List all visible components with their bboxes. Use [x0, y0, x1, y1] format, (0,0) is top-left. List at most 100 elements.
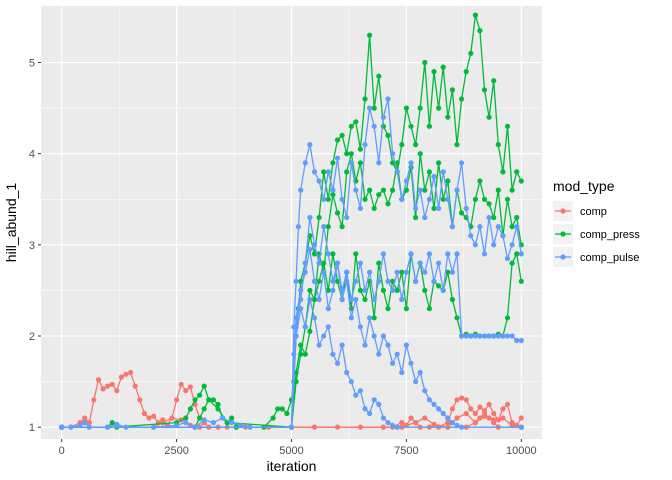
data-point-comp_pulse — [220, 415, 226, 421]
data-point-comp — [504, 401, 511, 407]
data-point-comp_pulse — [362, 342, 368, 348]
data-point-comp_pulse — [454, 187, 460, 193]
data-point-comp — [123, 371, 129, 377]
data-point-comp_press — [449, 296, 455, 303]
data-point-comp_pulse — [339, 296, 345, 303]
data-point-comp_pulse — [357, 388, 363, 394]
legend-key-point — [560, 231, 566, 237]
data-point-comp_pulse — [183, 420, 189, 426]
x-axis-title: iteration — [267, 458, 317, 474]
data-point-comp — [91, 397, 97, 403]
data-point-comp_press — [390, 160, 396, 166]
data-point-comp_press — [210, 397, 216, 403]
data-point-comp_pulse — [311, 169, 318, 175]
data-point-comp_pulse — [390, 287, 396, 293]
y-tick-label: 2 — [29, 331, 35, 343]
data-point-comp_press — [334, 278, 341, 284]
data-point-comp_press — [514, 214, 520, 221]
y-axis-title: hill_abund_1 — [3, 183, 19, 263]
data-point-comp_pulse — [321, 196, 327, 202]
data-point-comp_press — [302, 351, 308, 357]
data-point-comp_pulse — [344, 214, 350, 221]
data-point-comp_press — [371, 105, 377, 111]
data-point-comp_pulse — [495, 333, 501, 339]
data-point-comp_pulse — [59, 424, 65, 430]
data-point-comp — [491, 420, 497, 426]
data-point-comp_pulse — [316, 260, 322, 266]
data-point-comp_pulse — [486, 333, 492, 339]
data-point-comp_press — [307, 328, 313, 334]
data-point-comp_pulse — [422, 388, 428, 394]
data-point-comp_press — [362, 96, 368, 102]
data-point-comp_press — [445, 269, 451, 275]
data-point-comp_pulse — [330, 351, 336, 357]
data-point-comp — [82, 415, 88, 421]
data-point-comp_press — [477, 178, 483, 184]
data-point-comp_press — [408, 123, 414, 129]
data-point-comp_press — [215, 401, 221, 407]
data-point-comp_press — [376, 260, 382, 266]
data-point-comp_press — [468, 50, 474, 57]
data-point-comp_press — [357, 146, 363, 152]
data-point-comp_pulse — [380, 251, 386, 257]
data-point-comp — [187, 384, 193, 390]
data-point-comp — [399, 420, 405, 426]
data-point-comp_press — [403, 105, 409, 111]
data-point-comp_press — [215, 406, 221, 412]
data-point-comp_pulse — [371, 333, 377, 339]
data-point-comp_press — [330, 192, 336, 198]
data-point-comp_pulse — [514, 224, 520, 230]
data-point-comp_pulse — [229, 420, 235, 426]
data-point-comp_pulse — [426, 397, 432, 403]
data-point-comp_pulse — [422, 269, 428, 275]
data-point-comp_pulse — [344, 369, 350, 376]
data-point-comp_pulse — [468, 233, 474, 239]
data-point-comp_press — [394, 160, 400, 166]
data-point-comp_press — [463, 69, 469, 75]
data-point-comp — [86, 420, 92, 426]
legend: mod_type comp comp_press comp_pulse — [553, 178, 640, 267]
data-point-comp_pulse — [316, 178, 322, 184]
data-point-comp_press — [399, 269, 405, 275]
data-point-comp_pulse — [436, 406, 442, 412]
series-comp_pulse — [59, 96, 524, 430]
data-point-comp_pulse — [348, 160, 354, 166]
data-point-comp_pulse — [417, 260, 423, 266]
data-point-comp_pulse — [514, 337, 520, 344]
data-point-comp_press — [426, 306, 432, 312]
data-point-comp_press — [422, 187, 428, 193]
data-point-comp_press — [279, 406, 285, 412]
data-point-comp_pulse — [385, 278, 391, 284]
data-point-comp_pulse — [403, 342, 409, 348]
data-point-comp_pulse — [367, 105, 373, 111]
data-point-comp — [105, 383, 111, 389]
data-point-comp — [174, 397, 180, 403]
data-point-comp_press — [504, 196, 511, 202]
data-point-comp_press — [380, 287, 386, 293]
data-point-comp_press — [436, 283, 442, 289]
data-point-comp_press — [344, 169, 350, 175]
data-point-comp_press — [380, 123, 386, 129]
data-point-comp_pulse — [408, 251, 414, 257]
data-point-comp_press — [426, 123, 432, 129]
data-point-comp_press — [380, 187, 386, 193]
data-point-comp_press — [385, 306, 391, 312]
data-point-comp_pulse — [367, 410, 373, 417]
data-point-comp_press — [504, 315, 511, 321]
data-point-comp — [468, 406, 474, 412]
data-point-comp_pulse — [376, 401, 382, 407]
legend-item-comp: comp — [553, 201, 607, 221]
data-point-comp_press — [454, 142, 460, 148]
data-point-comp_press — [334, 210, 341, 216]
data-point-comp_pulse — [298, 187, 304, 193]
data-point-comp — [114, 388, 120, 394]
data-point-comp_press — [192, 397, 198, 403]
data-point-comp_pulse — [459, 333, 465, 339]
data-point-comp_press — [325, 224, 331, 230]
data-point-comp_press — [500, 169, 506, 175]
data-point-comp_pulse — [380, 114, 386, 120]
data-point-comp — [463, 410, 469, 417]
data-point-comp_pulse — [422, 214, 428, 221]
data-point-comp_pulse — [468, 333, 474, 339]
data-point-comp_pulse — [509, 242, 515, 248]
